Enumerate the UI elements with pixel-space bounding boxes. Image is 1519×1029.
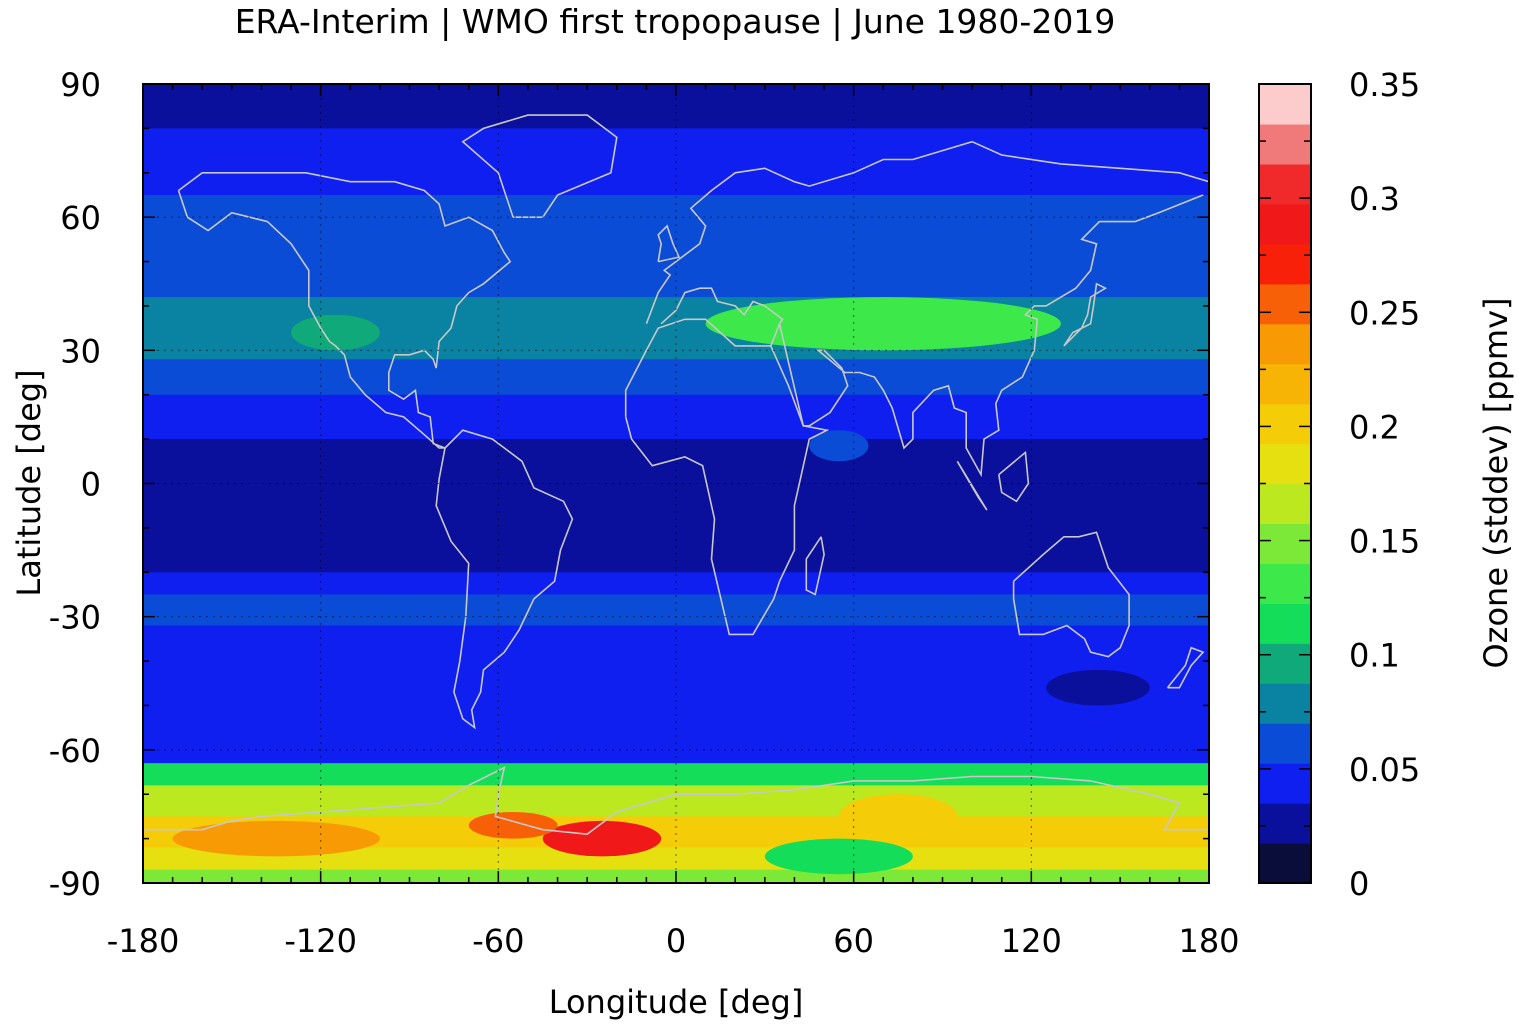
colorbar-segment [1259, 563, 1311, 604]
colorbar-segment [1259, 84, 1311, 125]
y-tick-label: 0 [81, 466, 101, 504]
coastline [177, 172, 512, 449]
coastline [143, 766, 1209, 836]
colorbar-segment [1259, 203, 1311, 245]
y-tick-label: 60 [60, 199, 101, 237]
y-tick-label: -60 [49, 732, 101, 770]
colorbar-tick-label: 0.3 [1349, 180, 1400, 218]
colorbar-tick-label: 0.15 [1349, 523, 1420, 561]
y-tick-label: 30 [60, 332, 101, 370]
coastline [435, 429, 574, 730]
colorbar-tick-label: 0.2 [1349, 408, 1400, 446]
colorbar-segment [1259, 323, 1311, 365]
x-tick-label: -180 [107, 922, 180, 960]
y-axis-label: Latitude [deg] [10, 369, 48, 596]
x-tick-label: 0 [666, 922, 686, 960]
coastline [657, 224, 681, 263]
x-tick-label: 180 [1178, 922, 1239, 960]
colorbar-segment [1259, 843, 1311, 884]
colorbar-segment [1259, 723, 1311, 764]
colorbar-tick-label: 0.05 [1349, 751, 1420, 789]
y-tick-label: -90 [49, 865, 101, 903]
heat-band [143, 847, 1209, 871]
colorbar-segment [1259, 243, 1311, 285]
heat-feature [705, 297, 1061, 351]
coastline [805, 536, 825, 596]
colorbar-segment [1259, 683, 1311, 724]
coastline [956, 460, 988, 511]
colorbar-segment [1259, 283, 1311, 325]
colorbar-segment [1259, 803, 1311, 844]
heat-feature [542, 820, 662, 857]
coastline [624, 287, 784, 417]
colorbar [1258, 83, 1312, 884]
colorbar-tick-label: 0.35 [1349, 66, 1420, 104]
grid-layer [143, 84, 1209, 883]
y-tick-label: -30 [49, 599, 101, 637]
colorbar-label: Ozone (stddev) [ppmv] [1477, 297, 1515, 668]
colorbar-tick-label: 0.1 [1349, 637, 1400, 675]
x-axis-label: Longitude [deg] [549, 983, 804, 1021]
colorbar-segment [1259, 523, 1311, 564]
colorbar-segment [1259, 403, 1311, 445]
coastline [1012, 531, 1130, 658]
colorbar-segment [1259, 603, 1311, 644]
coastline [461, 114, 618, 218]
x-tick-label: 120 [1001, 922, 1062, 960]
heat-feature [838, 794, 958, 839]
y-tick-label: 90 [60, 66, 101, 104]
coastline [1063, 282, 1108, 347]
heat-feature [468, 811, 558, 839]
heat-feature [172, 820, 380, 857]
colorbar-segment [1259, 483, 1311, 525]
colorbar-segment [1259, 363, 1311, 405]
coastline-layer [143, 114, 1209, 836]
colorbar-tick-label: 0 [1349, 865, 1369, 903]
colorbar-segment [1259, 763, 1311, 804]
colorbar-segment [1259, 443, 1311, 485]
heat-band [143, 394, 1209, 440]
heat-band [143, 763, 1209, 786]
heat-feature [291, 314, 380, 351]
coastline [778, 194, 1204, 478]
coastline [645, 140, 1209, 324]
heat-feature [809, 430, 869, 462]
tick-marks [142, 83, 1210, 884]
heat-band [143, 625, 1209, 653]
x-tick-label: -120 [284, 922, 357, 960]
y-tick-labels: -90 -60 -30 0 30 60 90 [49, 66, 101, 903]
x-tick-label: -60 [472, 922, 524, 960]
x-tick-label: 60 [833, 922, 874, 960]
heat-feature [764, 838, 913, 875]
colorbar-segment [1259, 643, 1311, 684]
chart-title: ERA-Interim | WMO first tropopause | Jun… [234, 2, 1116, 41]
x-tick-labels: -180 -120 -60 0 60 120 180 [107, 922, 1240, 960]
heat-feature [1046, 669, 1150, 706]
heat-band [143, 572, 1209, 596]
colorbar-segment [1259, 123, 1311, 165]
coastline [998, 450, 1030, 503]
coastline [1166, 646, 1205, 689]
colorbar-tick-label: 0.25 [1349, 294, 1420, 332]
colorbar-tick-labels: 0 0.05 0.1 0.15 0.2 0.25 0.3 0.35 [1349, 66, 1420, 903]
